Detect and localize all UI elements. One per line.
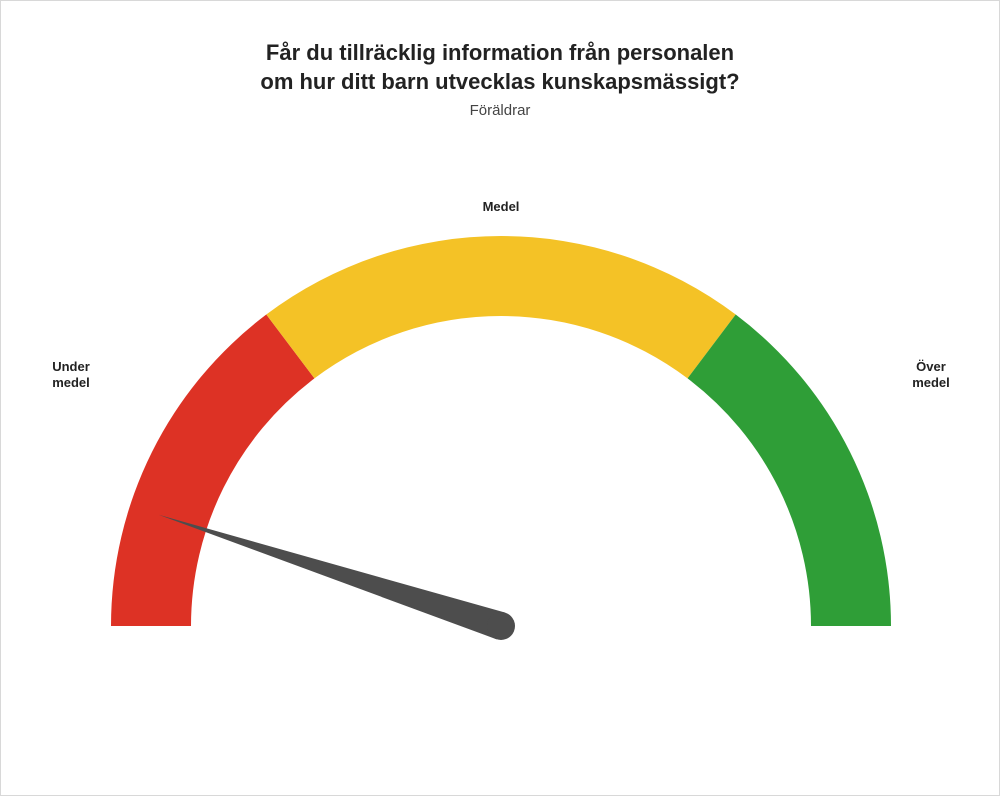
chart-title: Får du tillräcklig information från pers… <box>11 39 989 96</box>
gauge-segment-1 <box>266 236 735 378</box>
gauge-segment-2 <box>688 315 891 626</box>
title-line2: om hur ditt barn utvecklas kunskapsmässi… <box>260 69 739 94</box>
gauge-segment-0 <box>111 315 314 626</box>
gauge-segment-label-2: Övermedel <box>912 359 950 390</box>
gauge-needle <box>159 515 506 640</box>
gauge-segment-label-1: Medel <box>483 199 520 214</box>
gauge-container: Undermedel Medel Övermedel <box>1 156 999 795</box>
gauge-chart: Undermedel Medel Övermedel <box>1 156 1000 716</box>
chart-subtitle: Föräldrar <box>11 102 989 119</box>
gauge-segment-label-0: Undermedel <box>52 359 90 390</box>
gauge-needle-hub <box>487 612 515 640</box>
chart-frame: Får du tillräcklig information från pers… <box>0 0 1000 796</box>
title-line1: Får du tillräcklig information från pers… <box>266 40 734 65</box>
